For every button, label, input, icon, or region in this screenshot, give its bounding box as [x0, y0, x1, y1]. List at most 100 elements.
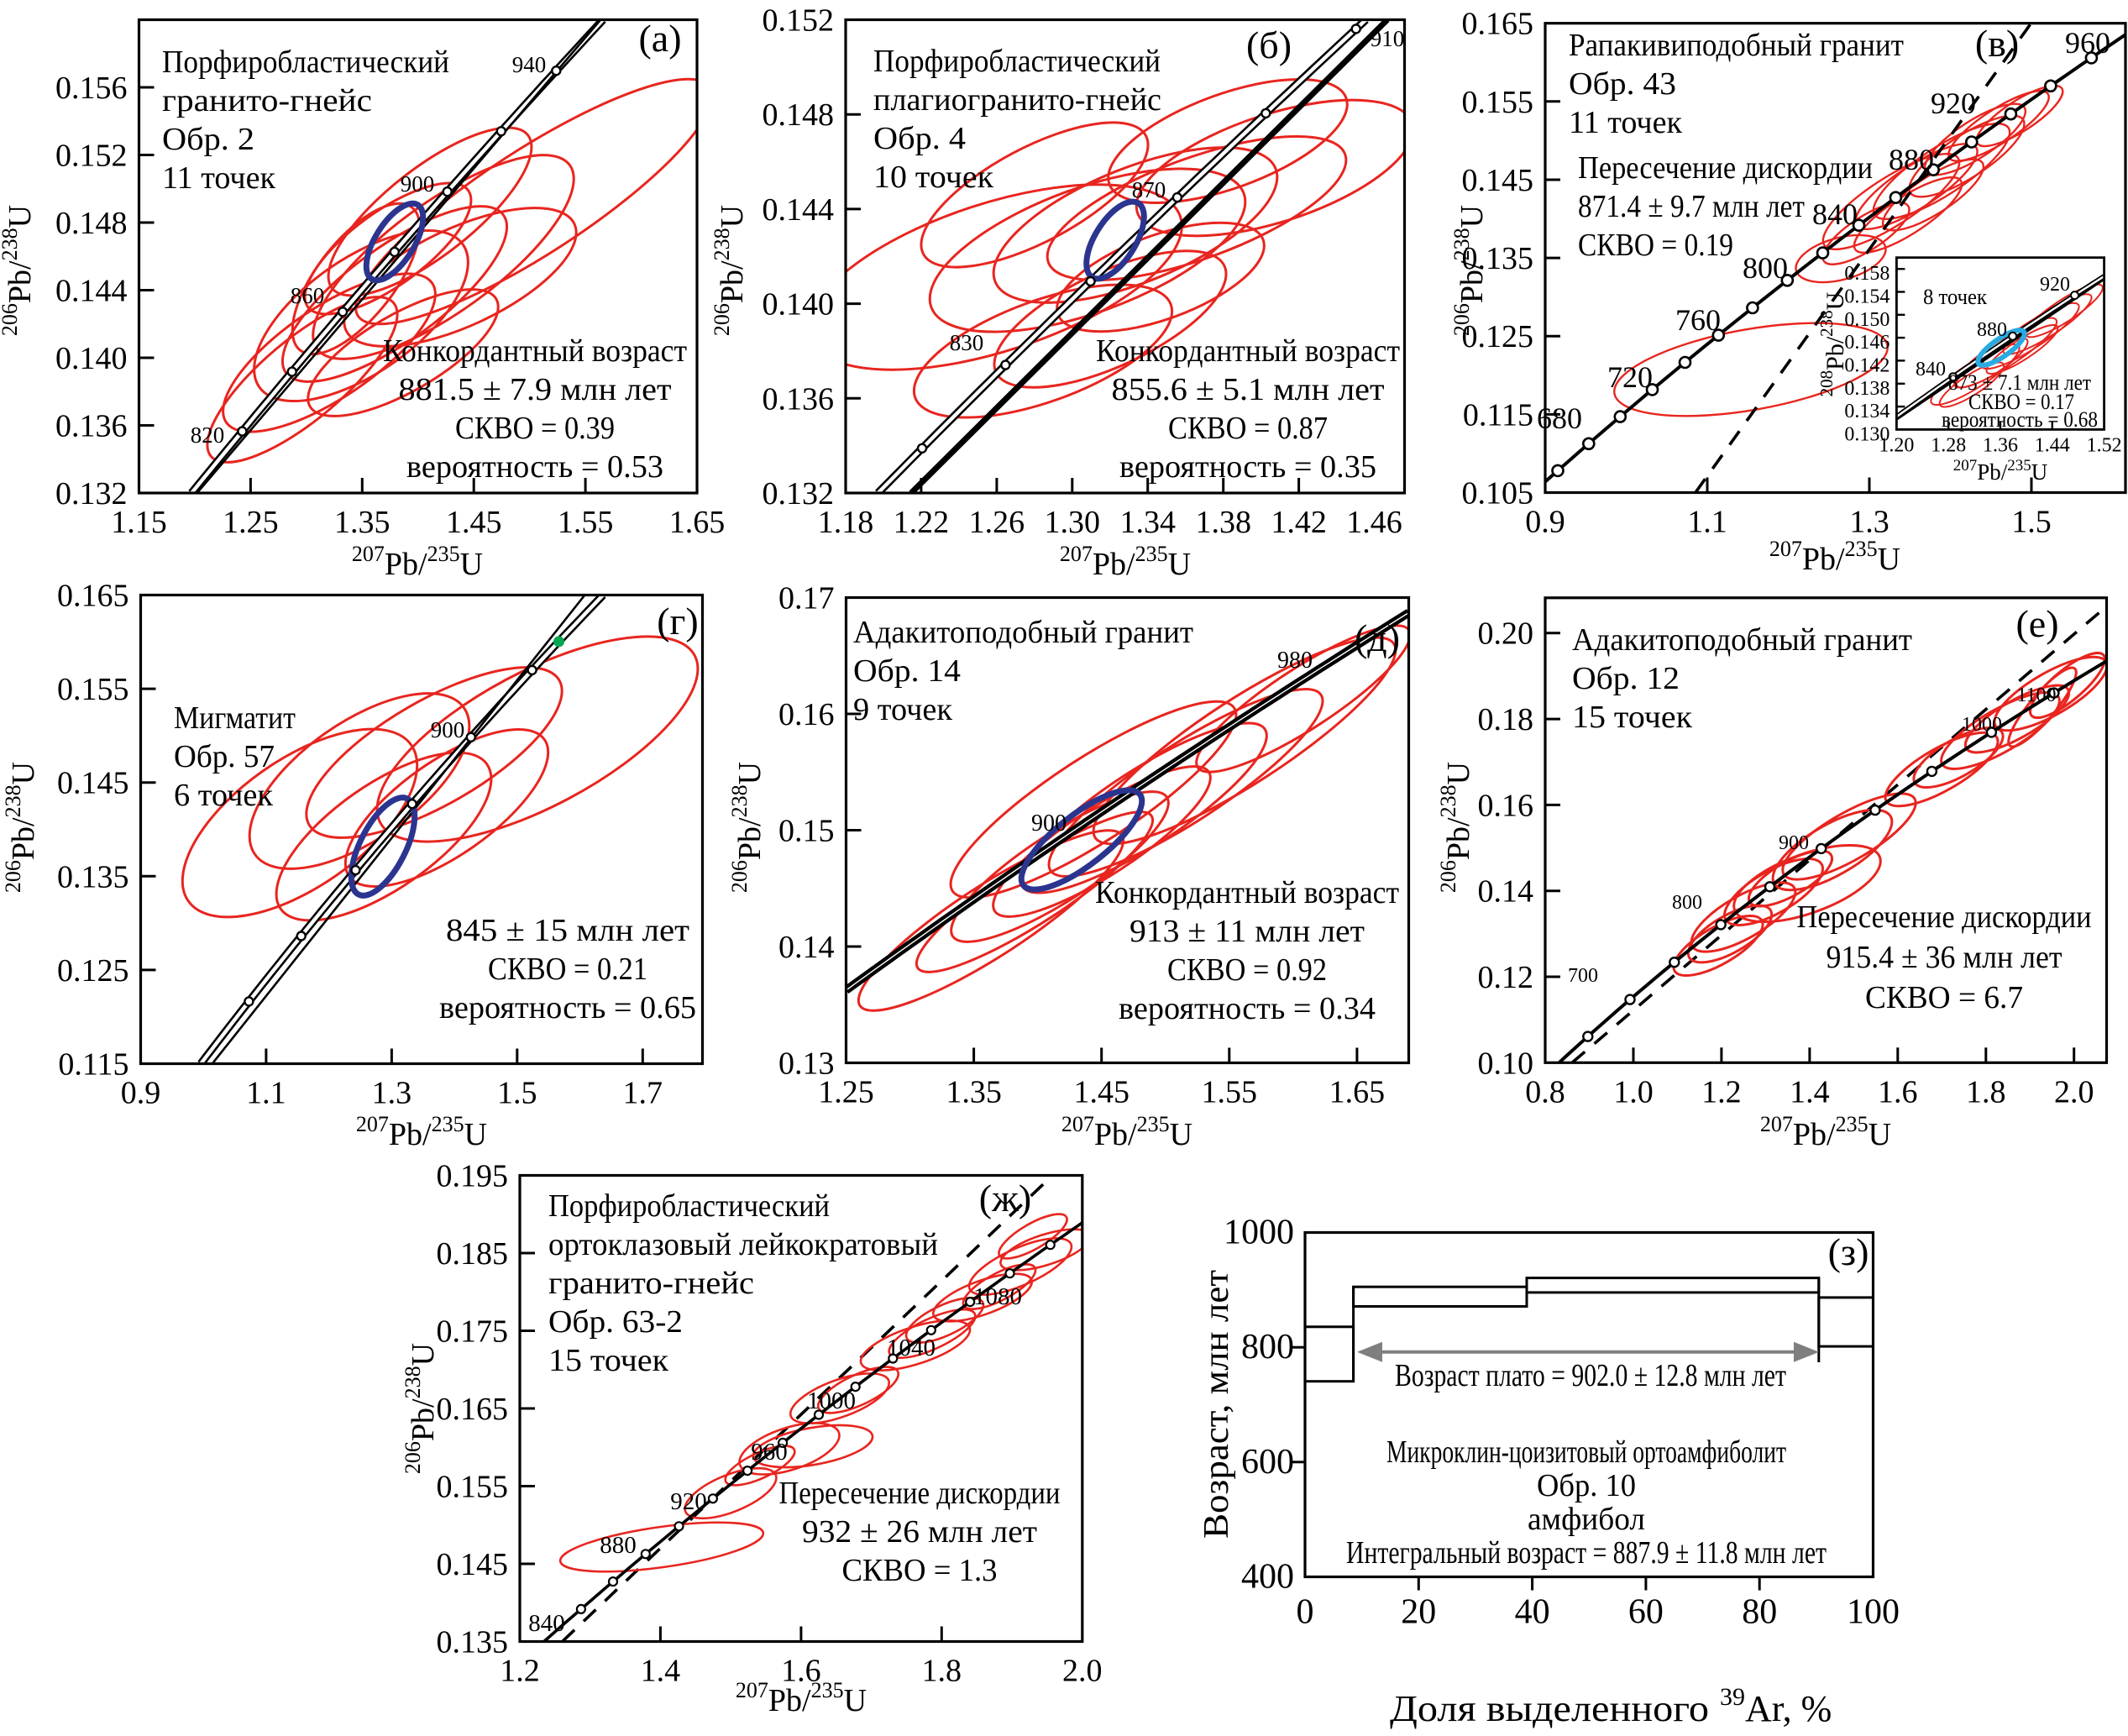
- svg-text:0.148: 0.148: [55, 206, 128, 241]
- svg-text:0.13: 0.13: [778, 1046, 835, 1082]
- svg-text:Интегральный возраст = 887.9: Интегральный возраст = 887.9 ± 11.8 млн …: [1346, 1535, 1827, 1571]
- svg-text:Обр. 14: Обр. 14: [853, 653, 961, 689]
- svg-text:900: 900: [431, 717, 465, 742]
- svg-text:0.115: 0.115: [58, 1047, 128, 1083]
- svg-text:1.6: 1.6: [781, 1654, 821, 1689]
- svg-text:плагиогранито-гнейс: плагиогранито-гнейс: [873, 82, 1161, 118]
- svg-text:1.1: 1.1: [246, 1076, 286, 1111]
- svg-text:0.10: 0.10: [1478, 1046, 1534, 1081]
- svg-text:СКВО = 0.19: СКВО = 0.19: [1578, 228, 1733, 263]
- svg-text:0.135: 0.135: [57, 859, 129, 894]
- svg-text:11 точек: 11 точек: [1569, 105, 1683, 140]
- svg-text:932 ± 26 млн лет: 932 ± 26 млн лет: [802, 1514, 1037, 1550]
- svg-text:1.34: 1.34: [1119, 505, 1176, 540]
- svg-text:0.16: 0.16: [778, 697, 835, 732]
- svg-text:1.55: 1.55: [1202, 1075, 1258, 1110]
- svg-text:амфибол: амфибол: [1528, 1502, 1645, 1537]
- svg-text:1.6: 1.6: [1878, 1074, 1918, 1109]
- svg-text:(в): (в): [1975, 22, 2019, 65]
- svg-text:39Ar, %: 39Ar, %: [1720, 1683, 1832, 1729]
- svg-text:0.132: 0.132: [763, 476, 835, 511]
- svg-text:845 ± 15 млн лет: 845 ± 15 млн лет: [446, 913, 689, 948]
- svg-text:900: 900: [401, 171, 435, 197]
- svg-text:Конкордантный возраст: Конкордантный возраст: [383, 333, 687, 369]
- svg-text:вероятность = 0.53: вероятность = 0.53: [406, 449, 663, 485]
- svg-text:1.0: 1.0: [1613, 1074, 1654, 1109]
- svg-text:960: 960: [2065, 26, 2110, 60]
- svg-text:0.140: 0.140: [55, 341, 128, 376]
- svg-text:8 точек: 8 точек: [1923, 285, 1987, 309]
- svg-text:СКВО = 0.21: СКВО = 0.21: [488, 952, 647, 987]
- svg-text:1.42: 1.42: [1271, 505, 1327, 540]
- svg-text:1.35: 1.35: [946, 1075, 1002, 1110]
- svg-text:206Pb/238U: 206Pb/238U: [1, 762, 41, 893]
- svg-text:(е): (е): [2015, 602, 2058, 645]
- svg-text:Обр. 43: Обр. 43: [1569, 66, 1676, 102]
- svg-text:0.8: 0.8: [1525, 1074, 1565, 1109]
- svg-text:0.165: 0.165: [57, 579, 129, 614]
- svg-text:1.65: 1.65: [669, 505, 726, 540]
- svg-text:0.158: 0.158: [1844, 263, 1890, 285]
- svg-text:0.14: 0.14: [778, 930, 835, 965]
- svg-text:Доля выделенного: Доля выделенного: [1390, 1688, 1709, 1729]
- svg-text:1.38: 1.38: [1195, 505, 1251, 540]
- svg-text:206Pb/238U: 206Pb/238U: [710, 205, 750, 336]
- svg-text:Обр. 10: Обр. 10: [1537, 1468, 1636, 1503]
- svg-text:0.145: 0.145: [57, 766, 129, 801]
- svg-text:0.165: 0.165: [437, 1392, 509, 1427]
- svg-text:400: 400: [1241, 1558, 1294, 1597]
- svg-text:800: 800: [1241, 1328, 1294, 1366]
- svg-text:1.20: 1.20: [1879, 434, 1914, 456]
- svg-text:15 точек: 15 точек: [1572, 700, 1693, 735]
- svg-text:вероятность = 0.68: вероятность = 0.68: [1942, 407, 2098, 432]
- svg-text:Адакитоподобный гранит: Адакитоподобный гранит: [853, 615, 1193, 650]
- svg-text:1100: 1100: [2016, 684, 2056, 706]
- svg-text:820: 820: [191, 422, 225, 448]
- svg-text:900: 900: [1779, 832, 1809, 854]
- svg-text:ортоклазовый лейкократовый: ортоклазовый лейкократовый: [548, 1227, 938, 1262]
- svg-text:881.5 ± 7.9 млн лет: 881.5 ± 7.9 млн лет: [399, 372, 672, 407]
- svg-text:207Pb/235U: 207Pb/235U: [1760, 1112, 1891, 1152]
- svg-text:720: 720: [1607, 360, 1653, 394]
- svg-text:1.36: 1.36: [1983, 434, 2018, 456]
- svg-text:0.132: 0.132: [55, 476, 128, 511]
- svg-text:208Pb/238U: 208Pb/238U: [1816, 291, 1849, 396]
- svg-text:1.25: 1.25: [818, 1075, 874, 1110]
- svg-text:0.9: 0.9: [121, 1076, 161, 1111]
- svg-text:207Pb/235U: 207Pb/235U: [1953, 457, 2048, 485]
- svg-text:0.150: 0.150: [1844, 309, 1890, 331]
- svg-text:1.3: 1.3: [1849, 505, 1890, 540]
- svg-text:20: 20: [1401, 1593, 1436, 1632]
- svg-text:1000: 1000: [807, 1387, 856, 1414]
- svg-text:1.15: 1.15: [111, 505, 167, 540]
- svg-text:0.152: 0.152: [763, 3, 835, 39]
- svg-text:0.156: 0.156: [55, 71, 128, 106]
- svg-text:(г): (г): [657, 600, 699, 642]
- svg-text:гранито-гнейс: гранито-гнейс: [162, 83, 372, 118]
- svg-text:206Pb/238U: 206Pb/238U: [1449, 205, 1490, 336]
- svg-text:0.155: 0.155: [437, 1470, 509, 1505]
- svg-text:900: 900: [1031, 810, 1067, 837]
- svg-text:910: 910: [1371, 26, 1405, 51]
- svg-text:0.15: 0.15: [778, 814, 835, 849]
- svg-text:0.145: 0.145: [437, 1547, 509, 1582]
- svg-text:0.145: 0.145: [1462, 163, 1534, 198]
- svg-text:1.30: 1.30: [1045, 505, 1101, 540]
- svg-text:840: 840: [1812, 197, 1858, 231]
- svg-text:0.14: 0.14: [1478, 874, 1534, 910]
- svg-text:1.8: 1.8: [1966, 1074, 2006, 1109]
- svg-text:1.5: 1.5: [497, 1076, 537, 1111]
- svg-text:СКВО = 1.3: СКВО = 1.3: [842, 1553, 998, 1588]
- svg-text:915.4 ± 36 млн лет: 915.4 ± 36 млн лет: [1827, 940, 2062, 975]
- svg-text:1.22: 1.22: [894, 505, 950, 540]
- svg-text:840: 840: [1916, 359, 1946, 380]
- svg-text:0.144: 0.144: [55, 274, 128, 309]
- svg-text:Обр. 2: Обр. 2: [162, 122, 254, 157]
- svg-text:0.134: 0.134: [1844, 401, 1890, 422]
- svg-text:207Pb/235U: 207Pb/235U: [1061, 1112, 1192, 1152]
- svg-text:855.6 ± 5.1 млн лет: 855.6 ± 5.1 млн лет: [1112, 372, 1385, 407]
- svg-text:870: 870: [1132, 177, 1166, 202]
- svg-text:1.8: 1.8: [922, 1654, 962, 1689]
- svg-text:0.144: 0.144: [763, 192, 835, 228]
- svg-text:1.26: 1.26: [969, 505, 1025, 540]
